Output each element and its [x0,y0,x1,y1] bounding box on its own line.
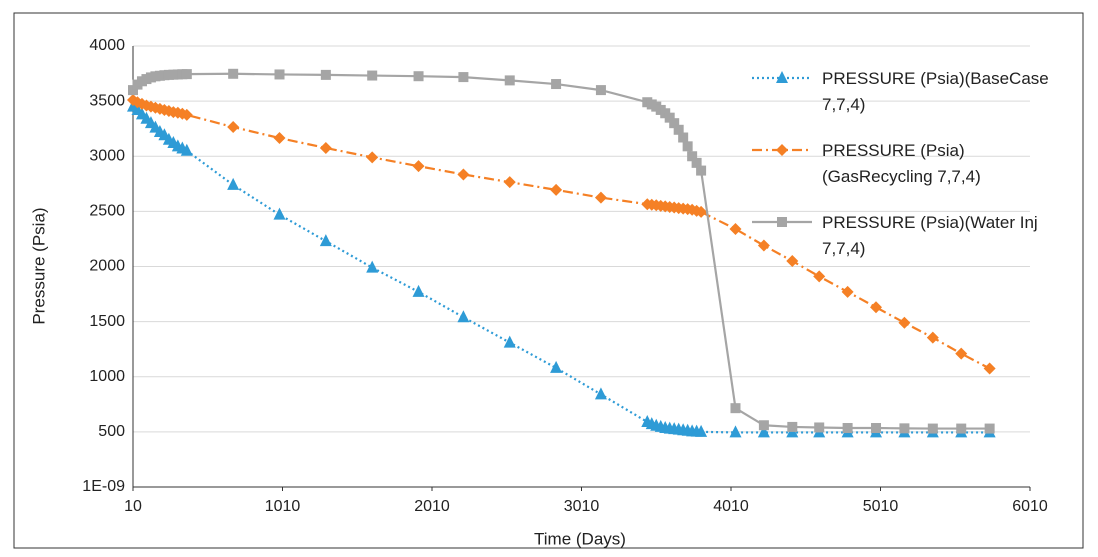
y-tick-label: 3500 [89,92,125,109]
marker [841,285,854,298]
marker [678,132,689,143]
marker [813,270,826,283]
marker [413,71,424,82]
y-tick-label: 2500 [89,203,125,220]
marker [503,176,516,189]
marker [729,425,742,438]
marker [595,85,606,96]
y-tick-label: 4000 [89,37,125,54]
chart-border [13,12,1084,549]
x-axis-title: Time (Days) [534,529,626,548]
y-tick-label: 1000 [89,368,125,385]
marker [984,423,995,434]
legend-label: PRESSURE (Psia)(BaseCase 7,7,4) [822,69,1049,114]
marker [594,387,607,400]
marker [871,423,882,434]
marker [786,254,799,267]
marker [180,108,193,121]
marker [319,141,332,154]
marker [504,75,515,86]
marker [227,177,240,190]
marker [682,141,693,152]
legend-marker [776,71,788,83]
marker [787,421,798,432]
marker [758,420,769,431]
marker [412,160,425,173]
marker [696,165,707,176]
marker [273,207,286,220]
marker [730,403,741,414]
y-tick-label: 2000 [89,258,125,275]
marker [898,316,911,329]
x-tick-label: 1010 [265,498,301,515]
marker [412,284,425,297]
marker [366,260,379,273]
y-tick-label: 500 [98,423,125,440]
marker [319,234,332,247]
marker [899,423,910,434]
x-tick-label: 4010 [713,498,749,515]
marker [757,425,770,438]
marker [927,423,938,434]
marker [695,205,708,218]
marker [551,79,562,90]
marker [457,310,470,323]
marker [757,239,770,252]
legend-marker [777,217,787,227]
marker [228,68,239,79]
marker [729,223,742,236]
marker [273,132,286,145]
marker [673,124,684,135]
marker [458,72,469,83]
x-tick-label: 2010 [414,498,450,515]
marker [956,423,967,434]
marker [367,70,378,81]
x-tick-label: 6010 [1012,498,1048,515]
marker [983,362,996,375]
marker [955,347,968,360]
marker [181,69,192,80]
x-tick-label: 3010 [564,498,600,515]
marker [274,69,285,80]
marker [695,424,708,437]
marker [320,69,331,80]
legend-label: PRESSURE (Psia)(GasRecycling 7,7,4) [822,141,981,186]
y-tick-label: 1500 [89,313,125,330]
marker [687,151,698,162]
marker [128,85,138,96]
marker [227,121,240,134]
legend-label: PRESSURE (Psia)(Water Inj 7,7,4) [822,213,1038,258]
y-axis-title: Pressure (Psia) [29,207,48,324]
marker [926,331,939,344]
marker [842,423,853,434]
series-line [132,105,990,434]
marker [457,168,470,181]
marker [669,118,680,129]
x-tick-label: 5010 [863,498,899,515]
x-tick-label: 10 [124,498,142,515]
marker [550,183,563,196]
marker [550,360,563,373]
y-tick-label: 3000 [89,147,125,164]
marker [594,191,607,204]
marker [366,151,379,164]
marker [814,422,825,433]
marker [503,335,516,348]
marker [664,112,675,123]
legend-marker [776,144,788,156]
marker [691,157,702,168]
y-tick-label: 1E-09 [82,478,125,495]
marker [180,143,193,156]
marker [870,301,883,314]
